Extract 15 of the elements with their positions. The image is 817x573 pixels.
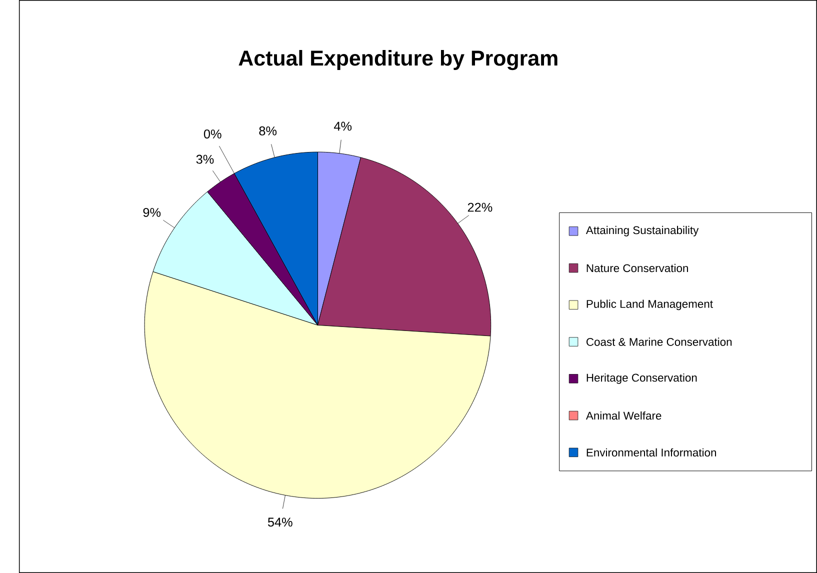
data-label: 3%	[196, 154, 214, 164]
chart-title: Actual Expenditure by Program	[238, 50, 558, 70]
legend-label: Environmental Information	[586, 448, 716, 457]
legend-label: Attaining Sustainability	[586, 226, 699, 236]
legend-label: Animal Welfare	[586, 411, 662, 420]
data-label: 8%	[259, 126, 277, 136]
data-label: 54%	[268, 518, 292, 527]
legend-label: Nature Conservation	[586, 264, 688, 272]
legend-label: Heritage Conservation	[586, 373, 697, 384]
data-label: 9%	[143, 208, 161, 217]
text: 0%	[204, 129, 222, 138]
data-label: 22%	[468, 202, 492, 212]
data-label: 4%	[334, 122, 352, 131]
legend-label: Public Land Management	[586, 300, 713, 310]
legend-label: Coast & Marine Conservation	[586, 338, 732, 346]
